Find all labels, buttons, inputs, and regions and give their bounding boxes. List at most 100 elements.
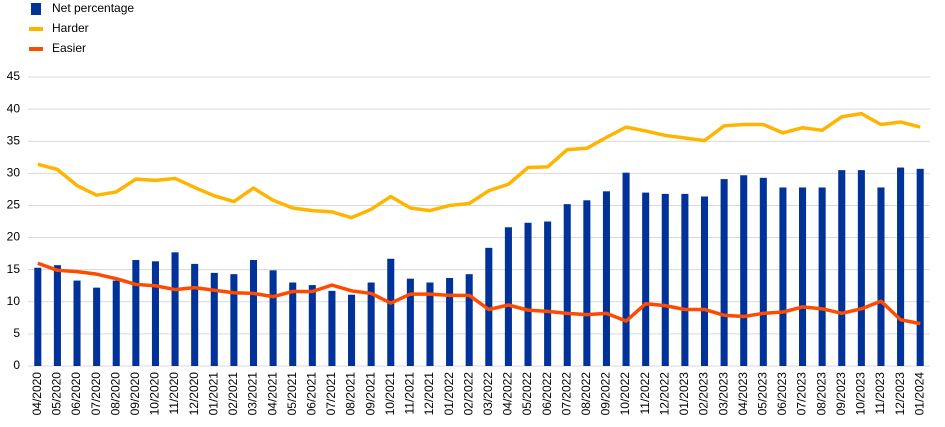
bar bbox=[759, 177, 767, 366]
bar bbox=[446, 278, 454, 366]
y-tick-label: 10 bbox=[7, 294, 21, 308]
x-tick-label: 04/2022 bbox=[501, 372, 515, 416]
x-tick-label: 05/2020 bbox=[50, 372, 64, 416]
bar bbox=[308, 285, 316, 366]
x-tick-label: 09/2022 bbox=[599, 372, 613, 416]
bar bbox=[740, 175, 748, 366]
x-tick-label: 10/2020 bbox=[148, 372, 162, 416]
x-tick-label: 02/2021 bbox=[226, 372, 240, 416]
bar bbox=[171, 252, 179, 366]
x-tick-label: 09/2021 bbox=[363, 372, 377, 416]
x-tick-label: 06/2020 bbox=[69, 372, 83, 416]
bar bbox=[93, 287, 101, 366]
bar bbox=[916, 168, 924, 366]
bar bbox=[269, 270, 277, 366]
bar bbox=[622, 172, 630, 366]
x-tick-label: 08/2022 bbox=[579, 372, 593, 416]
x-tick-label: 11/2023 bbox=[873, 372, 887, 415]
legend-label: Harder bbox=[52, 21, 89, 35]
bar bbox=[818, 187, 826, 366]
bar bbox=[53, 265, 61, 366]
x-tick-label: 07/2022 bbox=[559, 372, 573, 416]
y-tick-label: 5 bbox=[13, 326, 20, 340]
legend-label: Easier bbox=[52, 41, 86, 55]
bar bbox=[642, 192, 650, 366]
x-tick-label: 04/2023 bbox=[736, 372, 750, 416]
bar bbox=[877, 187, 885, 366]
bar bbox=[563, 204, 571, 366]
x-tick-label: 07/2020 bbox=[89, 372, 103, 416]
bar bbox=[249, 260, 258, 366]
bar bbox=[602, 191, 610, 366]
bar bbox=[426, 282, 434, 366]
x-tick-label: 02/2022 bbox=[461, 372, 475, 416]
x-tick-label: 07/2023 bbox=[795, 372, 809, 416]
line bbox=[37, 261, 921, 326]
x-tick-label: 11/2022 bbox=[638, 372, 652, 415]
y-tick-label: 0 bbox=[13, 358, 20, 372]
bar bbox=[897, 167, 905, 366]
bar bbox=[779, 187, 787, 366]
y-tick-label: 25 bbox=[7, 198, 21, 212]
x-tick-label: 08/2023 bbox=[814, 372, 828, 416]
bar bbox=[720, 179, 728, 366]
x-tick-label: 01/2024 bbox=[912, 372, 926, 416]
x-tick-label: 09/2023 bbox=[834, 372, 848, 416]
x-tick-label: 04/2020 bbox=[30, 372, 44, 416]
x-tick-label: 12/2021 bbox=[422, 372, 436, 416]
bar bbox=[661, 193, 669, 366]
x-tick-label: 04/2021 bbox=[265, 372, 279, 416]
x-tick-label: 06/2023 bbox=[775, 372, 789, 416]
x-tick-label: 03/2022 bbox=[481, 372, 495, 416]
x-tick-label: 02/2023 bbox=[697, 372, 711, 416]
x-tick-label: 07/2021 bbox=[324, 372, 338, 416]
bar bbox=[210, 272, 218, 366]
x-tick-label: 06/2021 bbox=[304, 372, 318, 416]
bar bbox=[838, 170, 846, 366]
legend-label: Net percentage bbox=[52, 1, 134, 15]
x-tick-label: 10/2022 bbox=[618, 372, 632, 416]
bar bbox=[348, 294, 356, 366]
x-tick-label: 11/2021 bbox=[403, 372, 417, 415]
x-tick-label: 01/2021 bbox=[206, 372, 220, 416]
y-tick-label: 35 bbox=[7, 133, 21, 147]
x-tick-label: 03/2021 bbox=[246, 372, 260, 416]
bar bbox=[857, 170, 865, 366]
x-tick-label: 05/2021 bbox=[285, 372, 299, 416]
y-tick-label: 30 bbox=[7, 166, 21, 180]
x-tick-label: 06/2022 bbox=[540, 372, 554, 416]
bar bbox=[132, 260, 140, 366]
bar bbox=[73, 280, 81, 366]
x-tick-label: 12/2022 bbox=[657, 372, 671, 416]
x-tick-label: 01/2023 bbox=[677, 372, 691, 416]
bar bbox=[289, 282, 297, 366]
y-tick-label: 45 bbox=[7, 69, 21, 83]
x-tick-label: 10/2023 bbox=[854, 372, 868, 416]
bar bbox=[230, 274, 238, 366]
bar bbox=[799, 187, 807, 366]
y-tick-label: 40 bbox=[7, 101, 21, 115]
bar bbox=[112, 280, 120, 366]
y-tick-label: 20 bbox=[7, 230, 21, 244]
x-tick-label: 09/2020 bbox=[128, 372, 142, 416]
line bbox=[37, 111, 921, 220]
x-tick-label: 08/2021 bbox=[344, 372, 358, 416]
bar bbox=[700, 196, 709, 366]
x-tick-label: 12/2023 bbox=[893, 372, 907, 416]
bar bbox=[524, 222, 532, 366]
bar bbox=[544, 221, 552, 366]
bar bbox=[583, 200, 591, 366]
x-tick-label: 05/2023 bbox=[755, 372, 769, 416]
x-tick-label: 05/2022 bbox=[520, 372, 534, 416]
x-tick-label: 03/2023 bbox=[716, 372, 730, 416]
x-tick-label: 10/2021 bbox=[383, 372, 397, 416]
x-tick-label: 01/2022 bbox=[442, 372, 456, 416]
bar bbox=[34, 267, 42, 366]
bar bbox=[151, 261, 159, 366]
bar bbox=[504, 227, 512, 366]
x-tick-label: 08/2020 bbox=[108, 372, 122, 416]
bar bbox=[328, 290, 336, 366]
x-tick-label: 12/2020 bbox=[187, 372, 201, 416]
y-tick-label: 15 bbox=[7, 262, 21, 276]
